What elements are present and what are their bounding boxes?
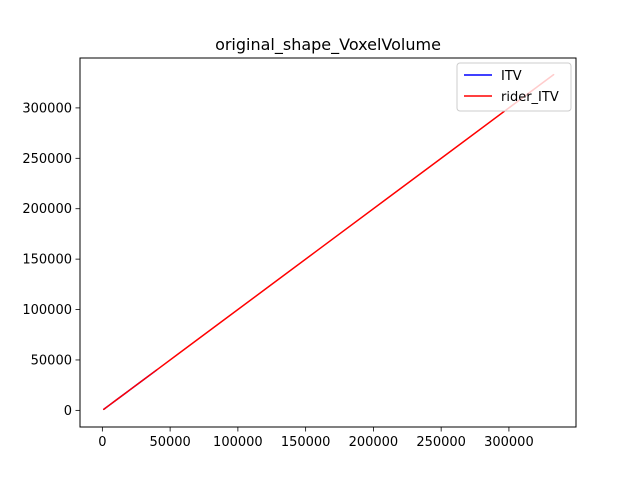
- chart-title: original_shape_VoxelVolume: [215, 35, 441, 55]
- legend-label: ITV: [501, 69, 522, 84]
- x-tick-label: 100000: [213, 435, 263, 450]
- y-tick-label: 150000: [22, 253, 72, 268]
- x-tick-label: 300000: [484, 435, 534, 450]
- y-axis: 0 50000 100000 150000 200000 250000 300000: [22, 101, 80, 419]
- y-tick-label: 300000: [22, 101, 72, 116]
- x-tick-label: 250000: [416, 435, 466, 450]
- plot-area: [79, 57, 577, 428]
- x-tick-label: 200000: [349, 435, 399, 450]
- y-tick-label: 0: [64, 404, 72, 419]
- y-tick-label: 50000: [31, 353, 72, 368]
- y-tick-label: 100000: [22, 303, 72, 318]
- x-axis: 0 50000 100000 150000 200000 250000 300000: [98, 427, 534, 450]
- y-tick-label: 200000: [22, 202, 72, 217]
- legend: ITV rider_ITV: [456, 62, 572, 112]
- y-tick-label: 250000: [22, 152, 72, 167]
- x-tick-label: 0: [98, 435, 106, 450]
- series-line-rider-itv: [102, 73, 555, 411]
- x-tick-label: 150000: [281, 435, 331, 450]
- series-layer: [102, 73, 555, 411]
- legend-label: rider_ITV: [501, 90, 559, 105]
- x-tick-label: 50000: [149, 435, 190, 450]
